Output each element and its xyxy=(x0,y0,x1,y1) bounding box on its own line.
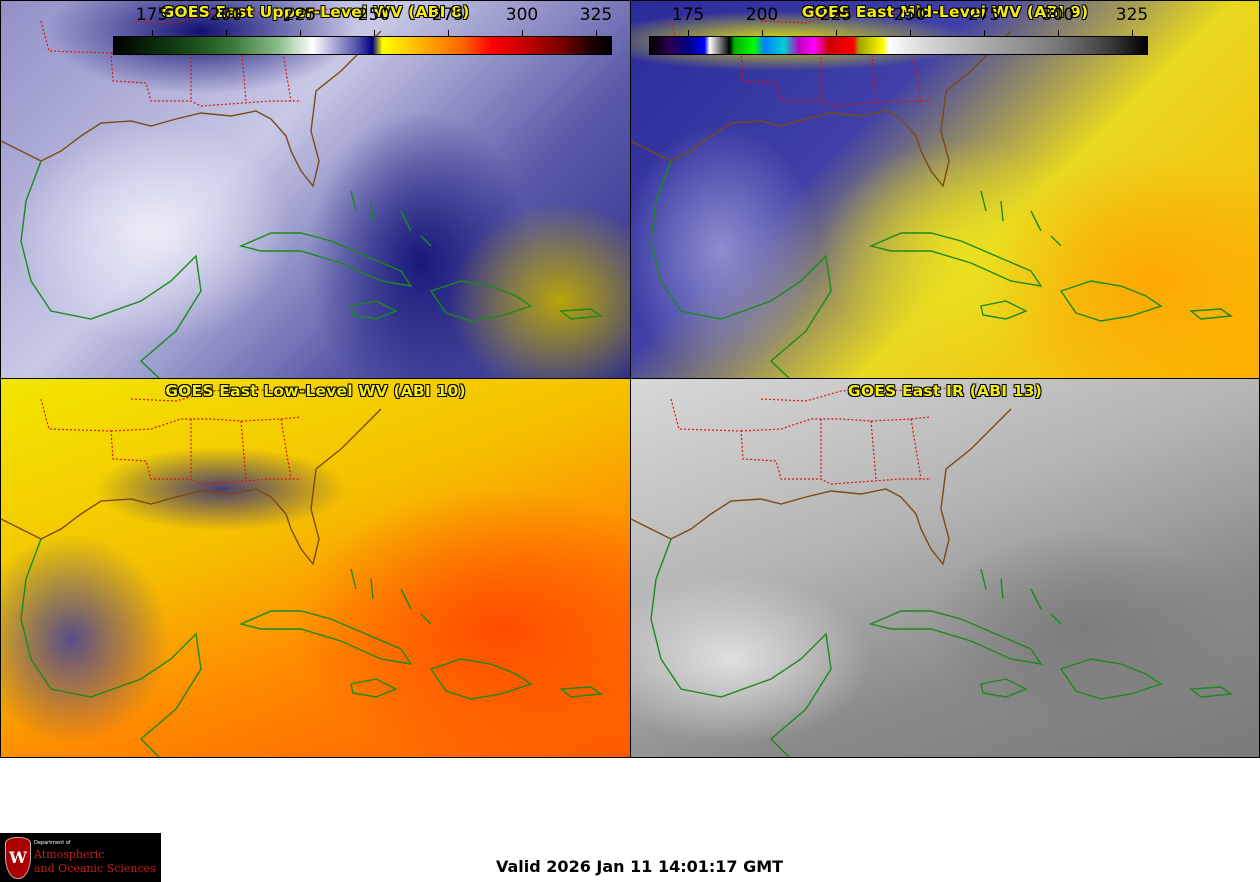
logo-line1: Atmospheric xyxy=(34,848,105,861)
tick-mark xyxy=(1132,30,1133,36)
gulf-coastline xyxy=(631,30,1012,188)
gulf-coastline xyxy=(1,30,382,188)
tick-mark xyxy=(226,30,227,36)
colorbar-right-ticks: 175 200 225 250 275 300 325 xyxy=(0,0,1260,55)
panel-title: GOES East Mid-Level WV (ABI 9) xyxy=(801,3,1089,21)
colorbar-left-ticks: 175 200 225 250 275 300 325 xyxy=(0,0,630,55)
tick-label: 175 xyxy=(671,5,705,25)
logo-line2: and Oceanic Sciences xyxy=(34,862,156,875)
tick-label: 250 xyxy=(893,5,927,25)
coastlines xyxy=(650,160,1233,378)
coastlines xyxy=(650,538,1233,757)
tick-label: 175 xyxy=(135,5,169,25)
tick-label: 275 xyxy=(431,5,465,25)
tick-label: 325 xyxy=(1115,5,1149,25)
logo-dept-text: Department of xyxy=(34,840,71,846)
tick-mark xyxy=(152,30,153,36)
tick-mark xyxy=(1058,30,1059,36)
state-borders xyxy=(40,386,332,485)
tick-label: 300 xyxy=(1041,5,1075,25)
tick-mark xyxy=(762,30,763,36)
tick-mark xyxy=(688,30,689,36)
state-borders xyxy=(670,386,962,485)
mid-level-wv-panel: GOES East Mid-Level WV (ABI 9) xyxy=(630,0,1260,379)
ir-map xyxy=(631,386,1233,757)
gulf-coastline xyxy=(631,408,1012,566)
tick-mark xyxy=(300,30,301,36)
tick-mark xyxy=(522,30,523,36)
low-level-wv-panel: GOES East Low-Level WV (ABI 10) xyxy=(0,378,631,758)
tick-label: 275 xyxy=(967,5,1001,25)
tick-mark xyxy=(836,30,837,36)
colorbar-left xyxy=(113,36,612,55)
upper-level-wv-map xyxy=(1,8,603,378)
tick-mark xyxy=(448,30,449,36)
tick-mark xyxy=(596,30,597,36)
panel-title: GOES East Low-Level WV (ABI 10) xyxy=(165,382,466,400)
panel-title: GOES East IR (ABI 13) xyxy=(847,382,1043,400)
tick-label: 250 xyxy=(357,5,391,25)
low-level-wv-map xyxy=(1,386,603,757)
aos-logo[interactable]: W Department of Atmospheric and Oceanic … xyxy=(0,833,161,882)
colorbar-right xyxy=(649,36,1148,55)
coastlines xyxy=(20,538,603,757)
tick-mark xyxy=(374,30,375,36)
tick-label: 200 xyxy=(745,5,779,25)
tick-label: 300 xyxy=(505,5,539,25)
coastlines xyxy=(20,160,603,378)
tick-label: 225 xyxy=(819,5,853,25)
ir-panel: GOES East IR (ABI 13) xyxy=(630,378,1260,758)
tick-mark xyxy=(910,30,911,36)
tick-label: 325 xyxy=(579,5,613,25)
valid-time: Valid 2026 Jan 11 14:01:17 GMT xyxy=(496,857,784,876)
upper-level-wv-panel: GOES East Upper-Level WV (ABI 8) xyxy=(0,0,631,379)
tick-mark xyxy=(984,30,985,36)
tick-label: 200 xyxy=(209,5,243,25)
uw-crest-icon: W xyxy=(5,837,31,879)
gulf-coastline xyxy=(1,408,382,566)
mid-level-wv-map xyxy=(631,8,1233,378)
tick-label: 225 xyxy=(283,5,317,25)
panel-title: GOES East Upper-Level WV (ABI 8) xyxy=(161,3,470,21)
